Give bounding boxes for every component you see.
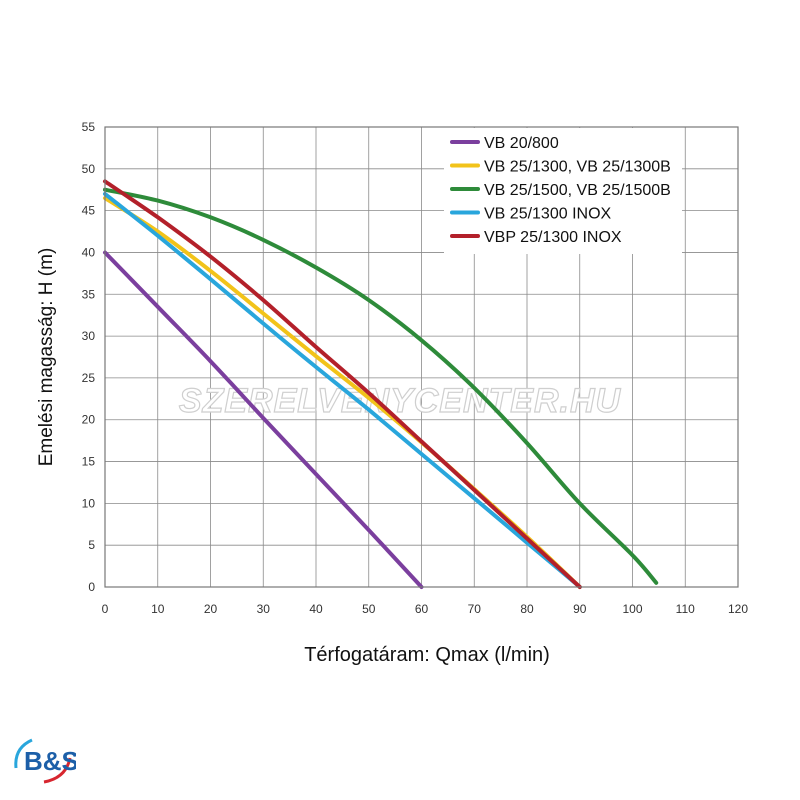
x-axis-label: Térfogatáram: Qmax (l/min) bbox=[304, 644, 550, 666]
series-line-3 bbox=[103, 187, 659, 585]
y-tick-label: 30 bbox=[82, 329, 96, 343]
legend-background bbox=[444, 128, 682, 254]
y-tick-label: 25 bbox=[82, 371, 96, 385]
x-tick-label: 50 bbox=[362, 602, 376, 616]
x-tick-label: 30 bbox=[257, 602, 271, 616]
x-tick-label: 10 bbox=[151, 602, 165, 616]
x-tick-label: 70 bbox=[468, 602, 482, 616]
tick-labels: 0 10 20 30 40 50 60 70 80 90 100 110 120 0 5 10 15 20 25 30… bbox=[82, 120, 749, 616]
x-tick-label: 100 bbox=[622, 602, 642, 616]
x-tick-label: 90 bbox=[573, 602, 587, 616]
legend-label-2: VB 25/1300, VB 25/1300B bbox=[484, 159, 671, 176]
x-tick-label: 40 bbox=[309, 602, 323, 616]
y-tick-label: 40 bbox=[82, 245, 96, 259]
series-line-4 bbox=[103, 191, 582, 589]
x-tick-label: 120 bbox=[728, 602, 748, 616]
x-tick-label: 80 bbox=[520, 602, 534, 616]
x-tick-label: 0 bbox=[102, 602, 109, 616]
y-tick-label: 5 bbox=[88, 538, 95, 552]
y-tick-label: 15 bbox=[82, 455, 96, 469]
watermark-text: SZERELVENYCENTER.HU bbox=[179, 382, 622, 420]
logo-swoosh-right bbox=[43, 757, 72, 784]
legend-label-5: VBP 25/1300 INOX bbox=[484, 229, 622, 246]
legend: VB 20/800 VB 25/1300, VB 25/1300B VB 25/15… bbox=[450, 135, 671, 246]
logo-swoosh-left bbox=[14, 738, 33, 769]
y-tick-label: 55 bbox=[82, 120, 96, 134]
y-tick-label: 20 bbox=[82, 413, 96, 427]
y-axis-label: Emelési magasság: H (m) bbox=[36, 248, 57, 467]
series-lines bbox=[103, 179, 659, 589]
x-tick-label: 20 bbox=[204, 602, 218, 616]
legend-label-3: VB 25/1500, VB 25/1500B bbox=[484, 182, 671, 199]
y-tick-label: 0 bbox=[88, 580, 95, 594]
y-tick-label: 10 bbox=[82, 496, 96, 510]
series-line-1 bbox=[103, 250, 424, 589]
series-line-5 bbox=[103, 179, 582, 589]
brand-logo: B&S bbox=[14, 738, 76, 784]
y-tick-label: 50 bbox=[82, 162, 96, 176]
y-tick-label: 35 bbox=[82, 287, 96, 301]
legend-label-1: VB 20/800 bbox=[484, 135, 559, 152]
x-tick-label: 60 bbox=[415, 602, 429, 616]
plot-frame bbox=[104, 126, 739, 588]
x-tick-label: 110 bbox=[676, 602, 695, 616]
logo-text: B&S bbox=[24, 746, 76, 776]
legend-label-4: VB 25/1300 INOX bbox=[484, 206, 612, 223]
y-tick-label: 45 bbox=[82, 204, 96, 218]
